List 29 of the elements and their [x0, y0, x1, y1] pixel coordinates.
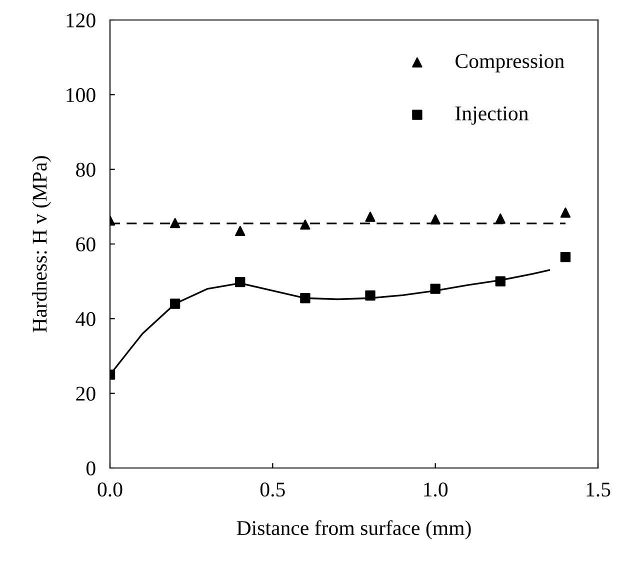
y-tick-label: 100 — [66, 88, 96, 102]
point — [495, 214, 506, 224]
x-tick-label: 1.5 — [586, 482, 610, 497]
point — [495, 276, 506, 286]
x-tick-label: 1.0 — [424, 482, 448, 497]
x-axis-title: Distance from surface (mm) — [236, 520, 471, 540]
point — [430, 284, 440, 294]
point — [170, 298, 180, 309]
y-tick-label: 0 — [86, 461, 96, 476]
point — [235, 226, 246, 236]
x-tick-label: 0.5 — [260, 482, 285, 497]
y-tick-label: 120 — [66, 13, 96, 28]
legend-label: Compression — [456, 54, 564, 72]
point — [365, 290, 376, 301]
y-tick-label: 40 — [76, 312, 96, 326]
y-tick-label: 60 — [76, 237, 96, 252]
y-axis-title: Hardness: H v (MPa) — [32, 156, 51, 332]
y-tick-label: 80 — [76, 162, 96, 177]
point — [235, 276, 246, 288]
point — [300, 293, 310, 304]
point — [300, 220, 310, 230]
point — [560, 208, 571, 218]
y-tick-label: 20 — [76, 386, 96, 401]
legend-label: Injection — [455, 106, 528, 125]
point — [560, 252, 571, 262]
x-tick-label: 0.0 — [98, 482, 122, 497]
point — [170, 218, 180, 228]
point — [430, 214, 440, 224]
point — [365, 212, 376, 222]
